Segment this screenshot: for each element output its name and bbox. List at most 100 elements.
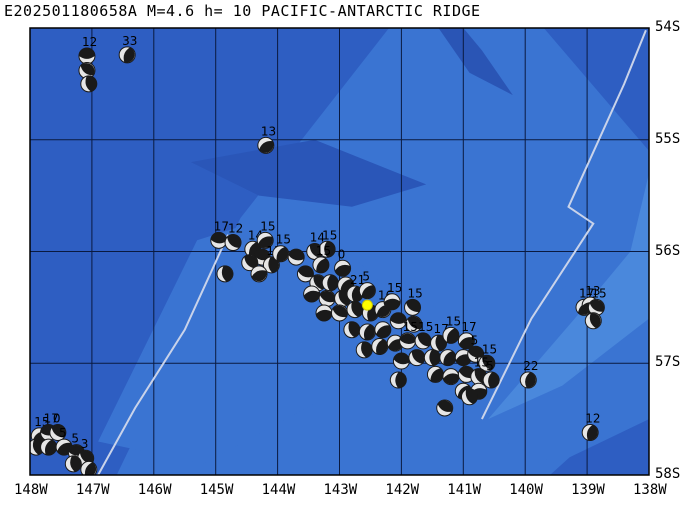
focal-mechanism: 12 [78,35,97,65]
focal-mechanism: 15 [312,244,331,274]
mechanism-depth-label: 15 [322,228,337,242]
focal-mechanism [436,399,454,417]
focal-mechanism: 15 [587,286,607,316]
compressional-quadrant [488,372,500,389]
latitude-tick-label: 55S [655,130,681,147]
plate-boundary-east [481,29,647,420]
latitude-tick-label: 58S [655,466,681,482]
focal-mechanism: 15 [404,286,423,316]
compressional-quadrant [376,325,391,338]
mechanism-depth-label: 14 [310,231,325,245]
compressional-quadrant [443,351,456,366]
compressional-quadrant [361,285,376,299]
compressional-quadrant [455,354,472,366]
longitude-tick-label: 143W [323,482,358,498]
focal-mechanism: 5 [467,333,485,363]
focal-mechanism: 22 [519,359,539,389]
focal-mechanism: 15 [256,219,276,249]
focal-mechanism [241,254,259,272]
compressional-quadrant [319,290,335,303]
focal-mechanism [389,312,407,330]
compressional-quadrant [390,312,407,324]
mechanism-depth-label: 5 [59,426,67,440]
mechanism-depth-label: 0 [338,247,346,261]
compressional-quadrant [334,264,351,277]
fracture-zone [190,139,427,207]
focal-mechanism [374,321,392,339]
compressional-quadrant [258,236,273,248]
mechanism-depth-label: 12 [585,412,600,426]
compressional-quadrant [459,337,475,349]
focal-mechanism [80,75,98,93]
plate-boundary-west [97,234,230,475]
compressional-quadrant [254,249,271,261]
mechanism-depth-label: 17 [44,412,59,426]
mechanism-depth-label: 15 [474,356,489,370]
focal-mechanism [296,265,314,283]
focal-mechanism: 15 [272,233,291,263]
compressional-quadrant [303,290,320,302]
mechanism-depth-label: 15 [276,233,291,247]
compressional-quadrant [417,332,432,347]
focal-mechanism [303,285,321,303]
compressional-quadrant [446,328,459,344]
mechanism-depth-label: 13 [261,124,276,138]
compressional-quadrant [429,349,441,366]
focal-mechanism: 15 [478,342,497,372]
compressional-quadrant [384,298,401,310]
compressional-quadrant [244,254,258,269]
longitude-tick-label: 138W [633,482,667,498]
focal-mechanism [30,438,45,456]
mechanism-depth-label: 21 [350,273,365,287]
longitude-tick-label: 146W [137,482,172,498]
focal-mechanism [355,341,373,359]
compressional-quadrant [297,265,314,278]
compressional-quadrant [44,439,57,456]
compressional-quadrant [589,299,605,312]
focal-mechanism [584,312,602,330]
focal-mechanism [287,248,305,266]
focal-mechanism [392,352,410,370]
focal-mechanism [423,349,441,367]
focal-mechanism [321,274,339,292]
compressional-quadrant [393,352,410,365]
mechanism-depth-label: 13 [585,284,600,298]
focal-mechanism [318,289,336,307]
mechanism-depth-label: 15 [260,219,275,233]
compressional-quadrant [316,258,329,273]
mechanism-depth-label: 15 [408,286,423,300]
plate-boundaries [97,29,647,475]
compressional-quadrant [79,450,94,464]
longitude-tick-label: 147W [75,482,110,498]
compressional-quadrant [399,333,416,344]
latitude-tick-label: 56S [655,242,681,259]
focal-mechanism [442,368,460,386]
compressional-quadrant [210,232,227,244]
compressional-quadrant [51,424,66,438]
focal-mechanism: 12 [224,222,243,252]
focal-mechanisms: 1233131712141515151415150215161515151517… [30,34,607,475]
compressional-quadrant [227,234,242,248]
event-epicenter-marker [361,299,373,311]
mechanism-depth-label: 33 [122,34,137,48]
focal-mechanism: 17 [210,219,229,249]
compressional-quadrant [363,324,375,340]
mechanism-depth-label: 5 [471,333,479,347]
compressional-quadrant [123,47,135,63]
compressional-quadrant [84,462,97,475]
focal-mechanism: 15 [383,281,402,311]
compressional-quadrant [376,339,388,355]
focal-mechanism [460,388,478,406]
focal-mechanism [40,438,58,456]
latitude-tick-label: 57S [655,354,681,371]
compressional-quadrant [525,372,536,388]
mechanism-depth-label: 15 [446,314,461,328]
longitude-tick-label: 145W [199,482,234,498]
focal-mechanism [315,304,333,322]
focal-mechanism: 0 [334,247,352,277]
compressional-quadrant [411,349,425,364]
map-title: E202501180658A M=4.6 h= 10 PACIFIC-ANTAR… [4,2,481,20]
compressional-quadrant [586,424,598,441]
focal-mechanism [358,323,376,341]
